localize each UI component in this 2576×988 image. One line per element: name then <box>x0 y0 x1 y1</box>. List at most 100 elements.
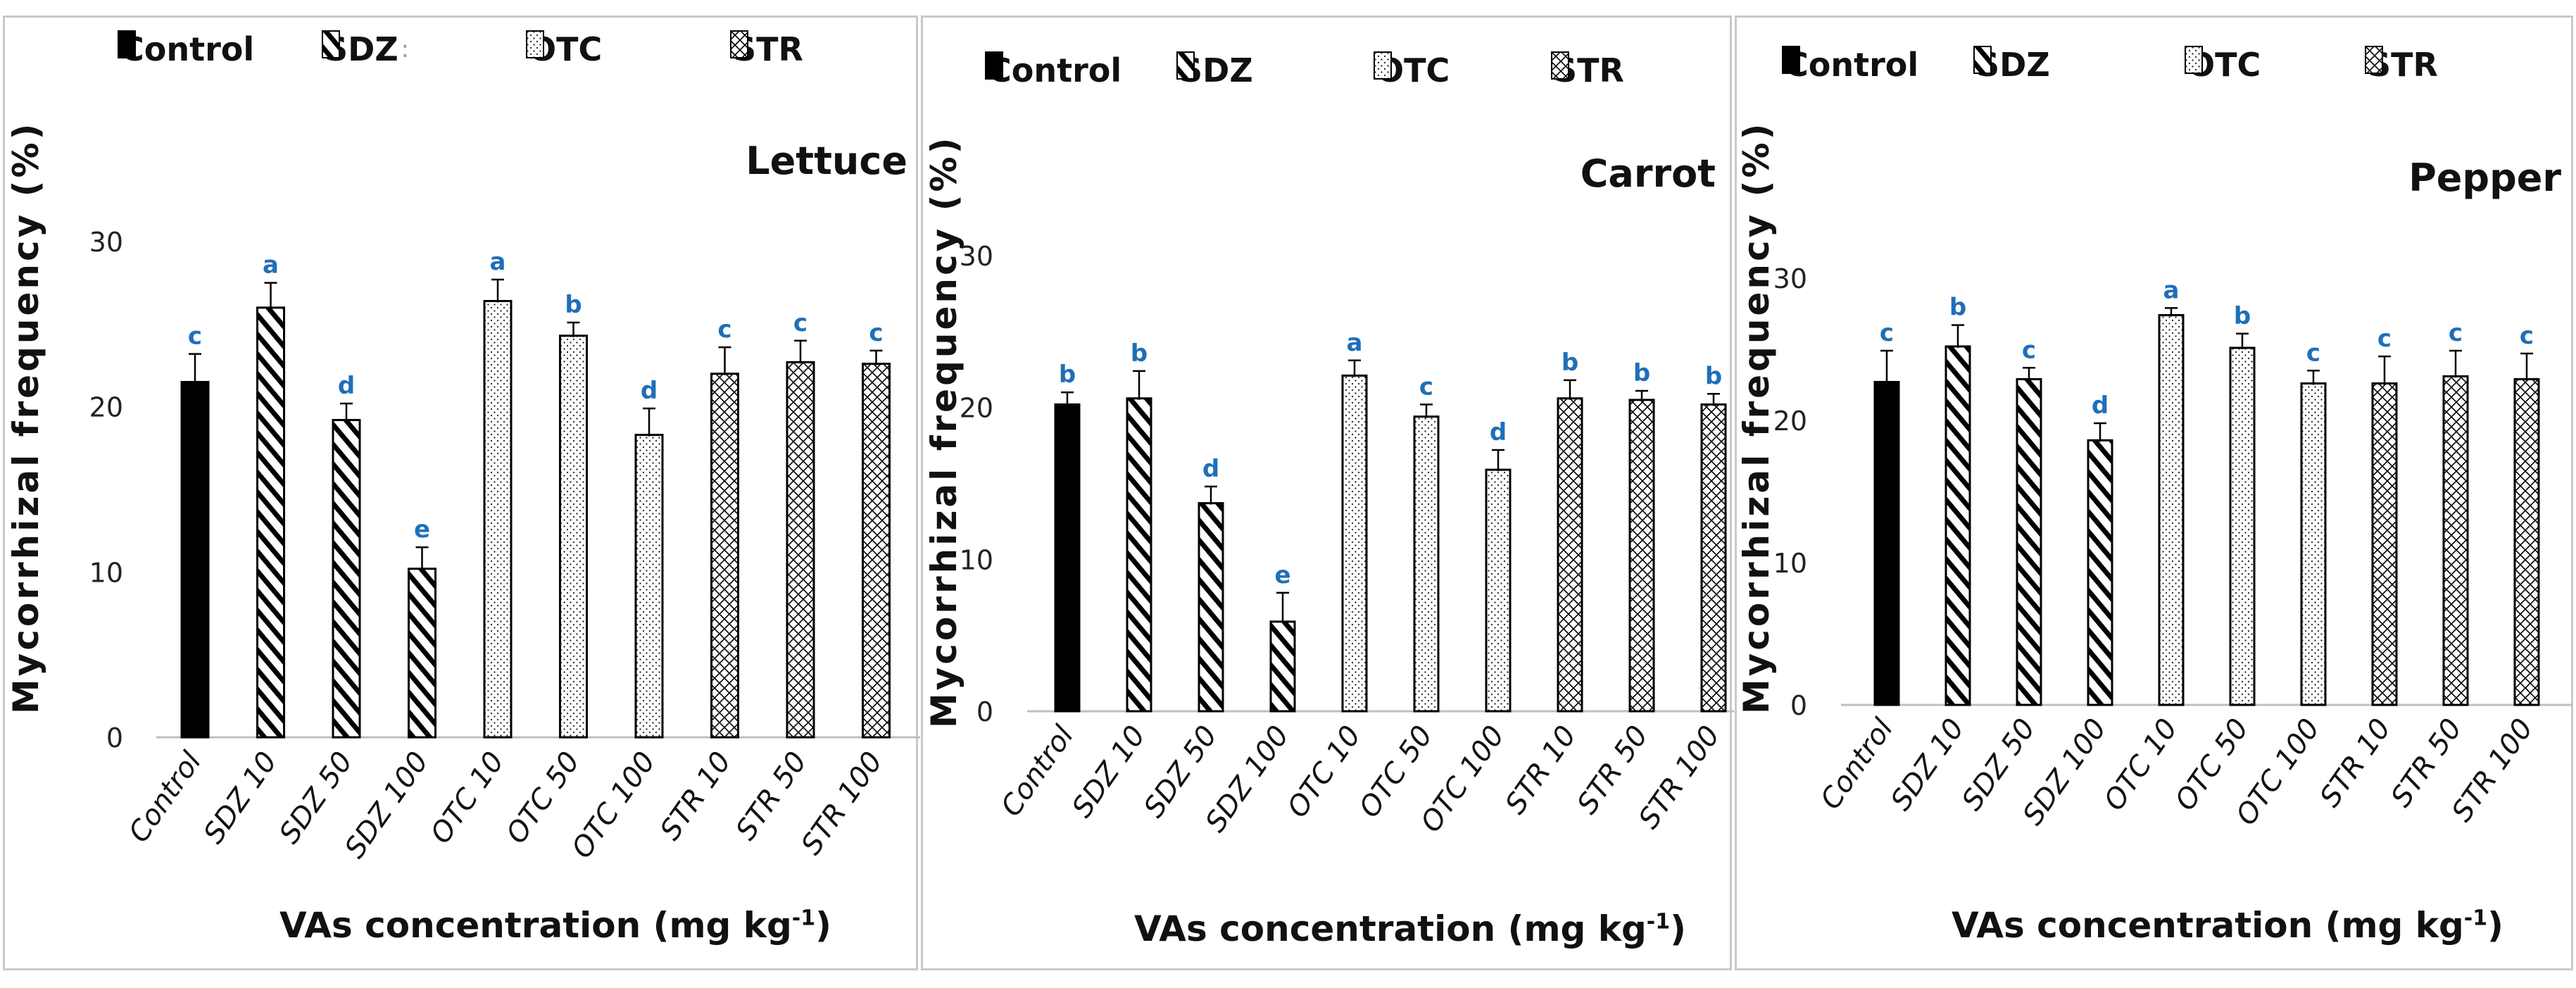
panel-title: Lettuce <box>746 139 907 183</box>
significance-letter: e <box>414 515 430 544</box>
legend-swatch-str <box>730 30 748 58</box>
legend-stray-mark: : <box>401 35 410 63</box>
x-axis-label-sup: -1 <box>791 906 816 931</box>
y-tick-label: 0 <box>1790 690 1807 721</box>
legend-swatch-sdz <box>1176 51 1195 80</box>
significance-letter: c <box>869 319 883 347</box>
bar <box>2016 377 2042 706</box>
significance-letter: c <box>793 309 808 337</box>
legend-swatch-otc <box>1374 51 1392 80</box>
bar <box>2229 346 2256 706</box>
bar <box>1485 468 1512 713</box>
category-label: OTC 10 <box>1281 720 1367 823</box>
legend-swatch-otc <box>526 30 544 58</box>
legend-item-otc: OTC <box>2185 46 2261 84</box>
bar <box>786 361 815 739</box>
x-axis-label: VAs concentration (mg kg-1) <box>279 905 831 946</box>
significance-letter: a <box>2163 276 2180 304</box>
legend-item-str: STR <box>2365 46 2438 84</box>
legend-swatch-sdz <box>1973 46 1992 74</box>
bar <box>2371 382 2398 706</box>
chart-panel-lettuce: Control SDZ : OTC STR Lettuce Mycorrhiza… <box>3 15 920 970</box>
bar <box>1054 403 1081 713</box>
significance-letter: d <box>2092 392 2109 420</box>
bar <box>332 418 361 739</box>
category-label: Control <box>122 746 208 849</box>
chart-panel-carrot: Control SDZ OTC STR Carrot Mycorrhizal f… <box>921 15 1734 970</box>
significance-letter: a <box>1347 329 1363 357</box>
bar <box>2513 377 2540 706</box>
y-tick-label: 0 <box>976 696 993 727</box>
significance-letter: b <box>1949 294 1966 322</box>
y-tick-label: 10 <box>89 557 123 588</box>
category-label: OTC 10 <box>425 746 510 849</box>
significance-letter: d <box>1202 455 1219 483</box>
significance-letter: c <box>1419 373 1433 401</box>
category-label: SDZ 10 <box>1885 713 1971 816</box>
category-label: STR 10 <box>654 746 738 846</box>
significance-letter: b <box>1562 349 1578 377</box>
legend-swatch-otc <box>2185 46 2203 74</box>
legend-item-control: Control <box>985 51 1121 89</box>
significance-letter: d <box>338 372 355 400</box>
bar <box>256 306 285 739</box>
significance-letter: c <box>2306 339 2320 367</box>
x-axis-label-tail: ) <box>815 905 831 946</box>
y-tick-label: 10 <box>960 544 993 575</box>
bar <box>2300 382 2327 706</box>
y-tick-label: 30 <box>89 227 123 258</box>
legend-item-sdz: SDZ <box>1176 51 1253 89</box>
legend-item-control: Control <box>118 30 254 68</box>
x-axis-label-sup: -1 <box>2463 906 2488 931</box>
category-label: Control <box>995 720 1080 823</box>
significance-letter: d <box>641 377 658 405</box>
legend-swatch-str <box>1551 51 1569 80</box>
y-tick-label: 30 <box>960 241 993 272</box>
legend: Control SDZ : OTC STR <box>5 30 916 80</box>
x-axis-label-tail: ) <box>1670 908 1686 949</box>
significance-letter: a <box>490 248 506 276</box>
significance-letter: c <box>2022 336 2036 364</box>
bar <box>483 299 513 739</box>
legend-swatch-str <box>2365 46 2383 74</box>
bar <box>1944 345 1971 706</box>
bar <box>1628 399 1655 713</box>
legend: Control SDZ OTC STR <box>1737 30 2571 84</box>
significance-letter: b <box>1633 359 1650 387</box>
legend-swatch-control <box>118 30 136 58</box>
category-label: SDZ 10 <box>198 746 284 849</box>
category-label: STR 10 <box>1500 720 1583 820</box>
panel-title: Pepper <box>2408 156 2561 200</box>
bar <box>2087 439 2113 706</box>
y-tick-label: 20 <box>960 393 993 424</box>
legend-item-str: STR <box>730 30 803 68</box>
y-tick-label: 30 <box>1773 263 1807 294</box>
legend-item-control: Control <box>1782 46 1918 84</box>
legend-item-otc: OTC <box>1374 51 1450 89</box>
bar <box>2158 314 2185 706</box>
x-axis-label-tail: ) <box>2487 905 2503 946</box>
category-label: STR 50 <box>730 746 814 846</box>
significance-letter: b <box>1131 339 1148 368</box>
significance-letter: b <box>1059 361 1076 389</box>
y-tick-label: 20 <box>89 392 123 423</box>
chart-panel-pepper: Control SDZ OTC STR Pepper Mycorrhizal f… <box>1735 15 2573 970</box>
bar <box>2442 375 2469 706</box>
significance-letter: b <box>1705 362 1722 390</box>
category-label: STR 10 <box>2314 713 2398 813</box>
category-label: OTC 10 <box>2098 713 2184 816</box>
bar <box>1198 502 1224 713</box>
bar <box>1126 397 1152 713</box>
significance-letter: e <box>1274 561 1290 589</box>
bar <box>1341 374 1368 713</box>
y-tick-label: 10 <box>1773 548 1807 579</box>
bar <box>1413 415 1440 713</box>
significance-letter: c <box>2520 322 2534 350</box>
y-tick-label: 0 <box>106 723 123 753</box>
legend-swatch-sdz <box>322 30 340 58</box>
legend-item-sdz: SDZ : <box>322 30 409 68</box>
bar <box>634 434 664 739</box>
bar <box>710 373 739 739</box>
legend-label-control: Control <box>1785 46 1919 84</box>
